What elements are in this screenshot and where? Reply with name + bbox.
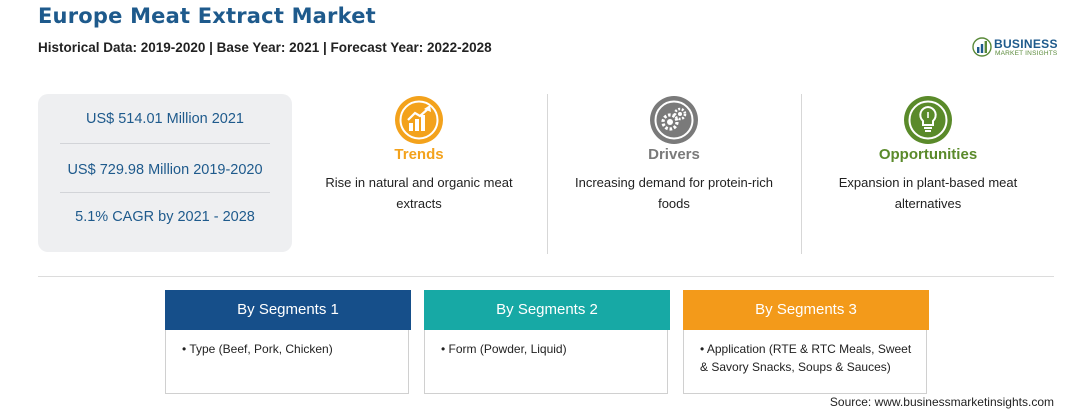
segment-3-title: By Segments 3	[683, 290, 929, 330]
trends-heading: Trends	[394, 146, 444, 163]
logo-tagline: MARKET INSIGHTS	[995, 50, 1058, 57]
stat-market-size-historical: US$ 729.98 Million 2019-2020	[67, 162, 263, 178]
source-citation: Source: www.businessmarketinsights.com	[829, 395, 1054, 409]
stat-divider	[60, 192, 270, 193]
segment-2-title: By Segments 2	[424, 290, 670, 330]
column-divider	[547, 94, 548, 254]
segment-card-3: By Segments 3 • Application (RTE & RTC M…	[683, 290, 929, 394]
trends-description: Rise in natural and organic meat extract…	[325, 175, 513, 211]
stats-panel: US$ 514.01 Million 2021 US$ 729.98 Milli…	[38, 94, 292, 252]
stat-cagr: 5.1% CAGR by 2021 - 2028	[75, 209, 255, 225]
company-logo: BUSINESS MARKET INSIGHTS	[972, 34, 1062, 60]
lightbulb-icon	[904, 96, 952, 144]
drivers-column: Drivers Increasing demand for protein-ri…	[549, 94, 799, 214]
column-divider	[801, 94, 802, 254]
segment-card-1: By Segments 1 • Type (Beef, Pork, Chicke…	[165, 290, 411, 394]
opportunities-heading: Opportunities	[878, 146, 978, 163]
segment-2-item: • Form (Powder, Liquid)	[441, 342, 567, 356]
opportunities-description: Expansion in plant-based meat alternativ…	[838, 175, 1018, 211]
segment-3-item: • Application (RTE & RTC Meals, Sweet & …	[700, 342, 912, 374]
segment-1-title: By Segments 1	[165, 290, 411, 330]
stat-market-size-2021: US$ 514.01 Million 2021	[86, 111, 244, 127]
trends-column: Trends Rise in natural and organic meat …	[294, 94, 544, 214]
trend-chart-icon	[395, 96, 443, 144]
segment-1-item: • Type (Beef, Pork, Chicken)	[182, 342, 333, 356]
gears-icon	[650, 96, 698, 144]
bar-chart-globe-icon	[972, 37, 992, 57]
drivers-description: Increasing demand for protein-rich foods	[575, 175, 773, 211]
page-title: Europe Meat Extract Market	[38, 4, 376, 28]
logo-brand: BUSINESS	[994, 37, 1058, 51]
section-divider	[38, 276, 1054, 277]
page-subtitle: Historical Data: 2019-2020 | Base Year: …	[38, 40, 492, 55]
segment-card-2: By Segments 2 • Form (Powder, Liquid)	[424, 290, 670, 394]
stat-divider	[60, 143, 270, 144]
drivers-heading: Drivers	[648, 146, 700, 163]
opportunities-column: Opportunities Expansion in plant-based m…	[803, 94, 1053, 214]
